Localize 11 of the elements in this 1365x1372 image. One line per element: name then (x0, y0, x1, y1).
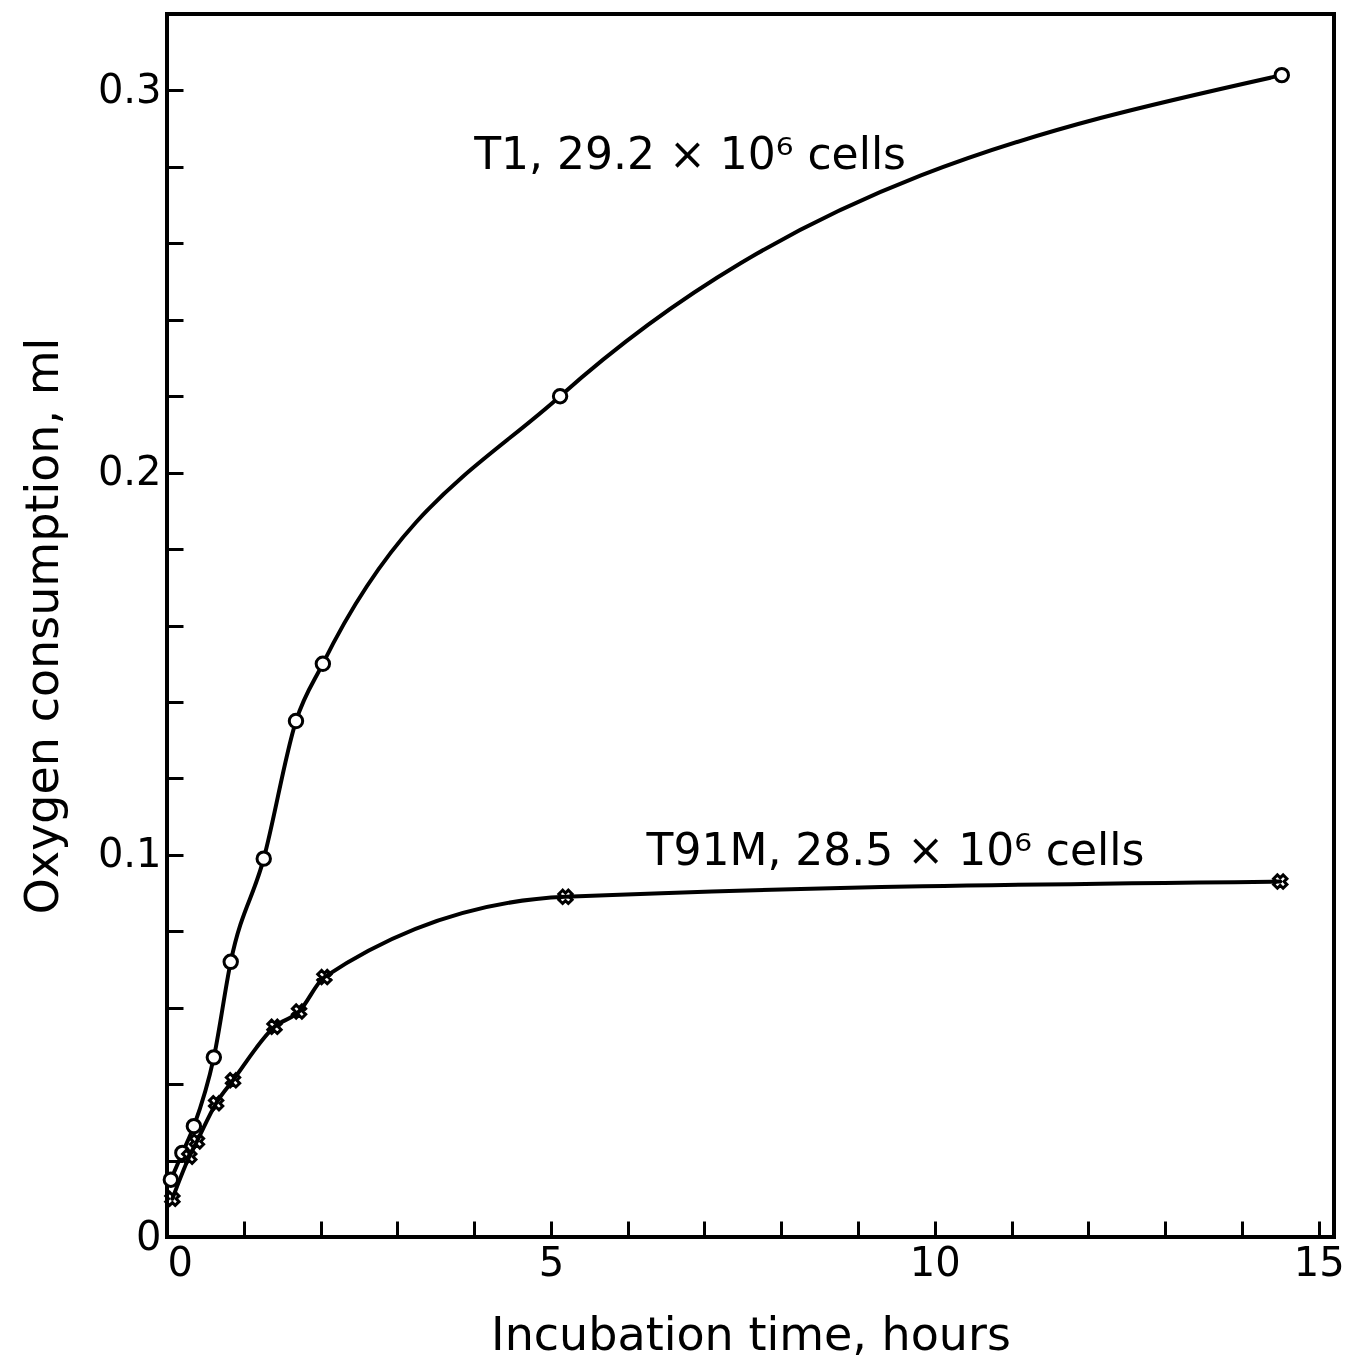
y-tick-label: 0.3 (97, 65, 162, 112)
y-axis-title: Oxygen consumption, ml (14, 337, 69, 915)
series-label: T1, 29.2 × 10⁶ cells (473, 128, 907, 180)
y-tick-label: 0.1 (97, 830, 162, 877)
x-tick-label: 10 (909, 1238, 961, 1285)
x-axis-title: Incubation time, hours (491, 1306, 1011, 1361)
x-tick-label: 5 (538, 1238, 565, 1285)
x-tick-label: 0 (167, 1238, 193, 1285)
x-tick-label: 15 (1293, 1238, 1345, 1285)
y-tick-label: 0.2 (97, 448, 162, 495)
series-label: T91M, 28.5 × 10⁶ cells (645, 823, 1145, 875)
